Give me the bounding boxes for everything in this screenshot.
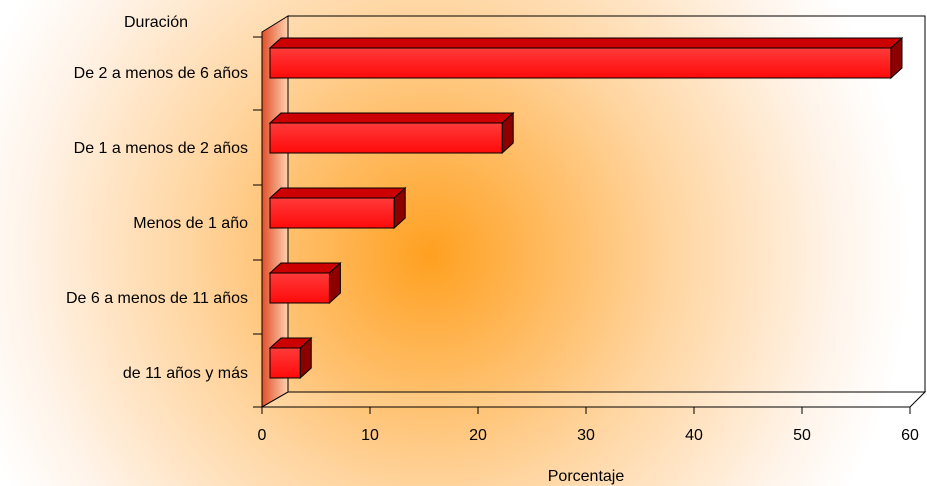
bar (268, 111, 515, 155)
bar-front-face (269, 347, 301, 379)
category-label: De 6 a menos de 11 años (66, 290, 248, 307)
value-axis-ticks: 0 10 20 30 40 50 60 (258, 407, 919, 444)
bar (268, 36, 904, 80)
category-label: De 1 a menos de 2 años (74, 140, 248, 157)
x-axis-title: Porcentaje (548, 468, 625, 485)
bar-front-face (269, 122, 503, 154)
category-ticks (253, 36, 262, 408)
x-tick-label: 0 (258, 427, 267, 444)
bars (268, 36, 904, 380)
category-labels: De 2 a menos de 6 años De 1 a menos de 2 … (66, 65, 248, 382)
x-tick-label: 40 (685, 427, 703, 444)
bar-top-face (268, 37, 904, 49)
x-tick-label: 10 (361, 427, 379, 444)
bar-top-face (268, 112, 515, 124)
bar (268, 186, 407, 230)
x-tick-label: 50 (793, 427, 811, 444)
category-label: De 2 a menos de 6 años (74, 65, 248, 82)
bar-front-face (269, 47, 892, 79)
x-tick-label: 30 (577, 427, 595, 444)
bar-front-face (269, 272, 330, 304)
bar (268, 336, 313, 380)
floor (260, 391, 927, 408)
bar (268, 261, 342, 305)
bar-top-face (268, 262, 342, 274)
category-label: de 11 años y más (123, 365, 248, 382)
y-axis-title: Duración (124, 14, 188, 31)
category-label: Menos de 1 año (133, 215, 248, 232)
x-tick-label: 20 (469, 427, 487, 444)
bar-top-face (268, 187, 407, 199)
x-tick-label: 60 (901, 427, 919, 444)
bar-front-face (269, 197, 395, 229)
